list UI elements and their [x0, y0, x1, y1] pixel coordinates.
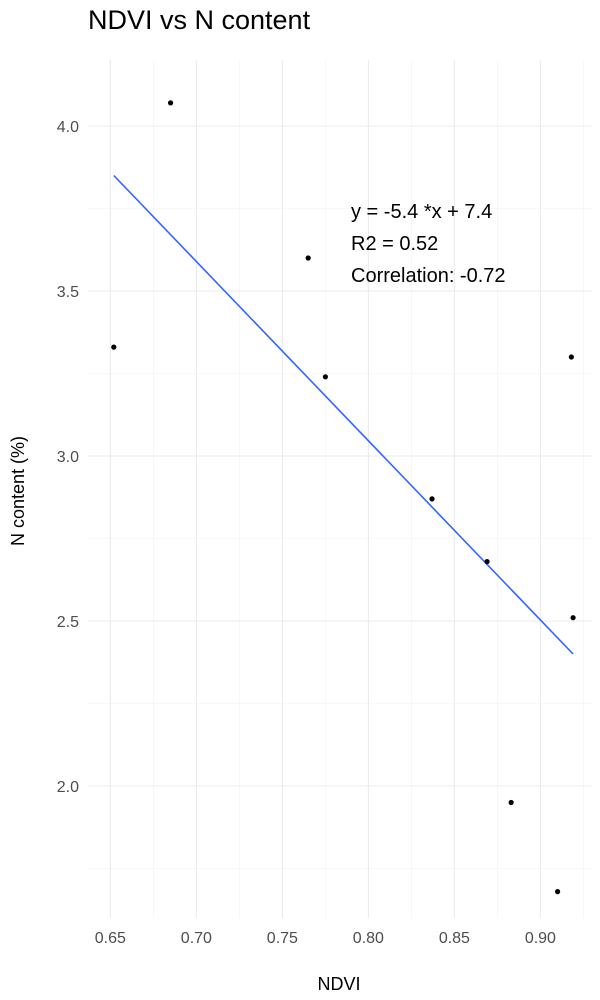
- x-tick-label: 0.80: [353, 930, 384, 947]
- y-tick-label: 3.0: [57, 449, 79, 466]
- data-point: [429, 496, 435, 502]
- data-point: [167, 100, 174, 106]
- x-tick-label: 0.85: [439, 930, 470, 947]
- x-axis-ticks: 0.65 0.70 0.75 0.80 0.85 0.90: [95, 930, 556, 947]
- regression-line: [113, 174, 574, 655]
- y-axis-title: N content (%): [8, 436, 28, 546]
- grid: [88, 60, 592, 918]
- x-axis-title: NDVI: [317, 974, 360, 994]
- x-tick-label: 0.90: [525, 930, 556, 947]
- x-tick-label: 0.70: [181, 930, 212, 947]
- y-tick-label: 2.0: [57, 779, 79, 796]
- data-point: [508, 799, 514, 806]
- y-tick-label: 2.5: [57, 614, 79, 631]
- data-point: [111, 344, 117, 350]
- data-point: [568, 354, 574, 360]
- data-point: [322, 374, 328, 380]
- y-tick-label: 4.0: [57, 119, 79, 136]
- regression-equation: y = -5.4 *x + 7.4: [351, 201, 492, 223]
- points-layer: [111, 100, 576, 895]
- r-squared-label: R2 = 0.52: [351, 233, 438, 255]
- x-tick-label: 0.75: [267, 930, 298, 947]
- data-point: [554, 889, 561, 895]
- data-point: [484, 559, 490, 565]
- correlation-label: Correlation: -0.72: [351, 265, 506, 287]
- y-tick-label: 3.5: [57, 284, 79, 301]
- data-point: [570, 615, 576, 621]
- x-tick-label: 0.65: [95, 930, 126, 947]
- y-axis-ticks: 2.0 2.5 3.0 3.5 4.0: [57, 119, 79, 796]
- data-point: [305, 255, 311, 261]
- chart-title: NDVI vs N content: [88, 5, 311, 35]
- fit-line-layer: [113, 174, 574, 655]
